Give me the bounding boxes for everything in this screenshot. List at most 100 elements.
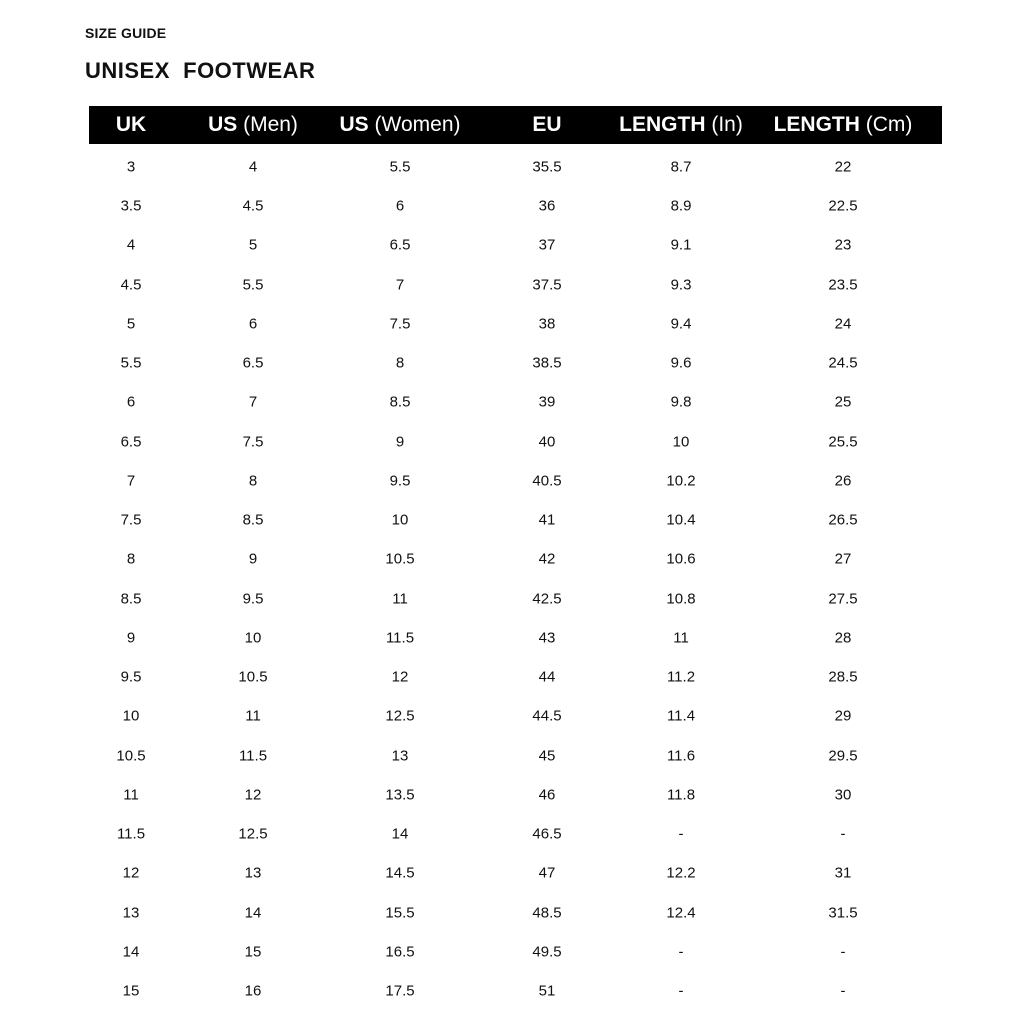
cell-uk: 3 xyxy=(126,158,136,176)
cell-uk: 11.5 xyxy=(116,825,146,843)
cell-eu: 47 xyxy=(538,864,556,882)
cell-us-women: 16.5 xyxy=(385,943,415,961)
column-header-uk: UK xyxy=(116,106,146,144)
column-header-bold: LENGTH xyxy=(619,113,706,136)
column-header-bold: US xyxy=(339,113,369,136)
cell-length-in: 11.2 xyxy=(666,668,696,686)
cell-us-women: 9.5 xyxy=(389,472,411,490)
cell-uk: 15 xyxy=(122,982,140,1000)
cell-us-women: 14 xyxy=(391,825,409,843)
cell-us-men: 10 xyxy=(244,629,262,647)
cell-length-in: 10.4 xyxy=(666,511,696,529)
cell-length-cm: - xyxy=(840,825,846,843)
cell-eu: 39 xyxy=(538,393,556,411)
column-header-eu: EU xyxy=(532,106,561,144)
cell-us-men: 4.5 xyxy=(242,197,264,215)
column-header-bold: EU xyxy=(532,113,562,136)
cell-us-men: 9 xyxy=(248,550,258,568)
cell-length-in: 10.2 xyxy=(666,472,696,490)
cell-length-cm: 23.5 xyxy=(828,276,858,294)
cell-us-men: 6 xyxy=(248,315,258,333)
cell-length-cm: 22.5 xyxy=(828,197,858,215)
cell-uk: 7.5 xyxy=(120,511,142,529)
cell-uk: 4.5 xyxy=(120,276,142,294)
cell-length-in: 12.4 xyxy=(666,904,696,922)
cell-length-in: 10.6 xyxy=(666,550,696,568)
table-header: UK US (Men) US (Women) EU LENGTH (In) LENGTH … xyxy=(89,106,942,144)
cell-us-women: 11.5 xyxy=(385,629,415,647)
cell-uk: 13 xyxy=(122,904,140,922)
cell-uk: 4 xyxy=(126,236,136,254)
cell-eu: 40.5 xyxy=(532,472,562,490)
cell-length-cm: 26.5 xyxy=(828,511,858,529)
cell-eu: 36 xyxy=(538,197,556,215)
cell-us-men: 7.5 xyxy=(242,433,264,451)
cell-us-women: 7.5 xyxy=(389,315,411,333)
cell-uk: 8 xyxy=(126,550,136,568)
cell-length-cm: 23 xyxy=(834,236,852,254)
cell-eu: 37 xyxy=(538,236,556,254)
cell-length-in: 9.8 xyxy=(670,393,692,411)
cell-us-women: 8 xyxy=(395,354,405,372)
cell-us-men: 8 xyxy=(248,472,258,490)
cell-us-women: 5.5 xyxy=(389,158,411,176)
cell-length-cm: 29 xyxy=(834,707,852,725)
cell-uk: 8.5 xyxy=(120,590,142,608)
column-header-bold: LENGTH xyxy=(773,113,860,136)
cell-length-cm: 27.5 xyxy=(828,590,858,608)
cell-uk: 9.5 xyxy=(120,668,142,686)
cell-us-women: 12 xyxy=(391,668,409,686)
cell-length-cm: 31.5 xyxy=(828,904,858,922)
cell-length-in: 10.8 xyxy=(666,590,696,608)
cell-us-men: 9.5 xyxy=(242,590,264,608)
cell-eu: 43 xyxy=(538,629,556,647)
cell-eu: 38 xyxy=(538,315,556,333)
cell-eu: 46 xyxy=(538,786,556,804)
cell-us-women: 15.5 xyxy=(385,904,415,922)
cell-length-in: 10 xyxy=(672,433,690,451)
cell-us-women: 7 xyxy=(395,276,405,294)
column-header-bold: US xyxy=(208,113,238,136)
cell-length-cm: 24.5 xyxy=(828,354,858,372)
cell-eu: 46.5 xyxy=(532,825,562,843)
cell-uk: 12 xyxy=(122,864,140,882)
column-header-unit: (Women) xyxy=(368,113,461,136)
cell-us-men: 7 xyxy=(248,393,258,411)
cell-length-in: 9.4 xyxy=(670,315,692,333)
cell-us-women: 9 xyxy=(395,433,405,451)
column-header-length-in: LENGTH (In) xyxy=(619,106,743,144)
kicker-label: SIZE GUIDE xyxy=(85,25,167,41)
cell-length-in: 8.7 xyxy=(670,158,692,176)
cell-length-cm: 26 xyxy=(834,472,852,490)
cell-length-in: 12.2 xyxy=(666,864,696,882)
cell-us-women: 14.5 xyxy=(385,864,415,882)
cell-length-cm: - xyxy=(840,982,846,1000)
cell-us-men: 15 xyxy=(244,943,262,961)
cell-uk: 5.5 xyxy=(120,354,142,372)
cell-length-cm: 31 xyxy=(834,864,852,882)
cell-us-women: 6 xyxy=(395,197,405,215)
cell-us-men: 5.5 xyxy=(242,276,264,294)
cell-length-cm: 25.5 xyxy=(828,433,858,451)
cell-us-women: 17.5 xyxy=(385,982,415,1000)
column-header-us-women: US (Women) xyxy=(340,106,461,144)
cell-length-cm: - xyxy=(840,943,846,961)
cell-us-men: 14 xyxy=(244,904,262,922)
column-header-bold: UK xyxy=(115,113,147,136)
cell-length-cm: 22 xyxy=(834,158,852,176)
column-header-length-cm: LENGTH (Cm) xyxy=(774,106,913,144)
cell-us-men: 8.5 xyxy=(242,511,264,529)
cell-uk: 6.5 xyxy=(120,433,142,451)
cell-uk: 10 xyxy=(122,707,140,725)
cell-us-men: 12.5 xyxy=(238,825,268,843)
cell-eu: 49.5 xyxy=(532,943,562,961)
cell-length-in: 11.6 xyxy=(666,747,696,765)
cell-us-men: 12 xyxy=(244,786,262,804)
cell-length-cm: 25 xyxy=(834,393,852,411)
cell-us-women: 11 xyxy=(392,590,408,608)
cell-length-in: 11 xyxy=(673,629,689,647)
cell-eu: 44.5 xyxy=(532,707,562,725)
cell-uk: 3.5 xyxy=(120,197,142,215)
cell-eu: 37.5 xyxy=(532,276,562,294)
column-header-unit: (In) xyxy=(705,113,743,136)
